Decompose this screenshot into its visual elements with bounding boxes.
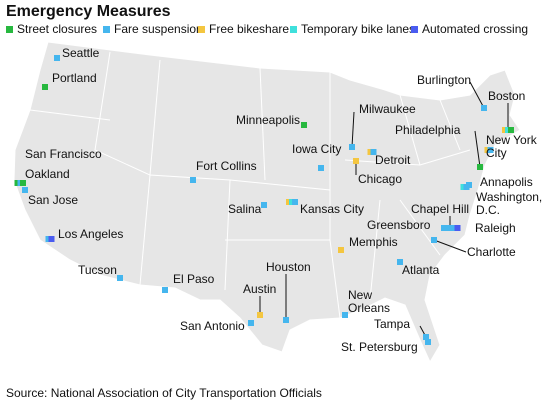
city-label: Fort Collins (196, 159, 257, 173)
city-marker (397, 259, 403, 265)
city-label: Orleans (348, 301, 390, 315)
city-label: Iowa City (292, 142, 341, 156)
city-marker (261, 202, 267, 208)
city-label: New (348, 288, 372, 302)
city-marker (190, 177, 196, 183)
city-label: Memphis (349, 235, 398, 249)
legend-label: Automated crossing (422, 22, 528, 36)
city-label: San Antonio (180, 319, 245, 333)
city-label: Chicago (358, 172, 402, 186)
city-marker (477, 164, 483, 170)
city-marker (342, 312, 348, 318)
city-marker (338, 247, 344, 253)
city-label: San Francisco (25, 147, 102, 161)
leader-line (469, 81, 485, 109)
legend-swatch (6, 26, 13, 33)
city-label: Seattle (62, 46, 100, 60)
city-marker (370, 149, 377, 155)
city-label: Burlington (417, 73, 471, 87)
city-label: Philadelphia (395, 123, 461, 137)
city-marker (162, 287, 168, 293)
city-marker (48, 236, 55, 242)
city-marker (431, 237, 437, 243)
city-label: Milwaukee (359, 102, 416, 116)
city-label: Greensboro (367, 218, 431, 232)
city-label: St. Petersburg (341, 340, 418, 354)
city-marker (20, 180, 26, 186)
city-label: Austin (243, 282, 276, 296)
city-marker (466, 182, 472, 188)
city-marker (487, 147, 494, 153)
legend-swatch (103, 26, 110, 33)
city-marker (248, 320, 254, 326)
city-marker (54, 55, 60, 61)
city-marker (441, 225, 447, 231)
legend-label: Free bikeshare (209, 22, 289, 36)
city-marker (292, 199, 298, 205)
city-marker (22, 187, 28, 193)
city-marker (301, 122, 307, 128)
city-marker (447, 225, 453, 231)
city-label: Chapel Hill (411, 202, 469, 216)
city-label: New York (486, 133, 538, 147)
city-label: Salina (228, 202, 262, 216)
leader-line (433, 239, 467, 253)
legend-label: Street closures (17, 22, 97, 36)
city-label: Detroit (375, 153, 411, 167)
legend-swatch (290, 26, 297, 33)
city-marker (257, 312, 263, 318)
city-label: Washington, (476, 190, 542, 204)
legend-swatch (198, 26, 205, 33)
source: Source: National Association of City Tra… (6, 386, 322, 400)
leader-line (351, 111, 355, 148)
city-label: Kansas City (300, 202, 364, 216)
city-label: Oakland (25, 167, 70, 181)
city-label: Los Angeles (58, 227, 123, 241)
city-label: Atlanta (402, 263, 440, 277)
legend-label: Fare suspension (114, 22, 203, 36)
city-marker (42, 84, 48, 90)
city-label: Minneapolis (236, 113, 300, 127)
city-label: Tucson (78, 263, 117, 277)
legend-label: Temporary bike lanes (301, 22, 415, 36)
city-marker (318, 165, 324, 171)
city-label: Houston (266, 260, 311, 274)
city-marker (454, 225, 461, 231)
city-label: San Jose (28, 193, 78, 207)
city-label: Tampa (374, 317, 410, 331)
city-marker (349, 144, 355, 150)
city-marker (353, 158, 359, 164)
city-marker (425, 339, 431, 345)
city-label: Annapolis (480, 175, 533, 189)
city-marker (481, 105, 487, 111)
city-marker (117, 275, 123, 281)
city-marker (508, 127, 514, 133)
city-marker (423, 334, 429, 340)
city-label: Raleigh (475, 221, 516, 235)
title: Emergency Measures (6, 3, 171, 20)
legend-swatch (411, 26, 418, 33)
city-label: City (486, 146, 507, 160)
city-label: El Paso (173, 272, 215, 286)
city-label: D.C. (476, 203, 500, 217)
city-label: Charlotte (467, 245, 516, 259)
city-label: Portland (52, 71, 97, 85)
city-marker (283, 317, 289, 323)
leader-line (474, 130, 481, 168)
city-label: Boston (488, 89, 525, 103)
